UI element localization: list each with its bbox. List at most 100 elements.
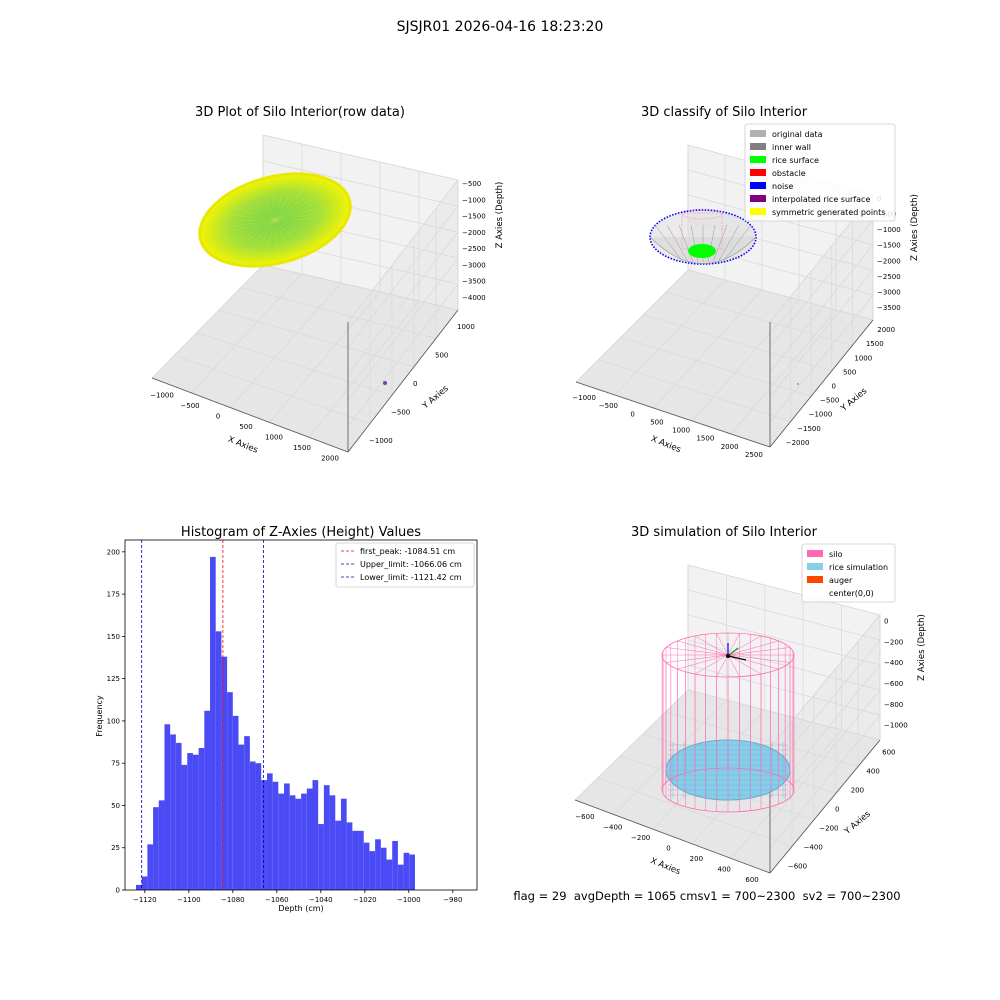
histogram-bar	[380, 847, 387, 890]
x-tick-label: 0	[630, 410, 634, 418]
x-tick-label: −500	[599, 402, 618, 410]
legend-box	[801, 543, 896, 603]
x-tick-label: 1500	[293, 444, 311, 452]
grid-line	[347, 257, 459, 401]
grid-line	[262, 160, 459, 207]
y-tick-label: −200	[819, 825, 838, 833]
grid-line	[574, 689, 689, 801]
chart-title: 3D classify of Silo Interior	[641, 105, 808, 120]
x-tick-label: −1080	[221, 896, 245, 904]
legend-swatch	[750, 143, 766, 150]
grid-line	[230, 282, 342, 408]
silo-roof-line	[727, 654, 762, 675]
histogram-bar	[266, 773, 273, 890]
x-tick-label: −1000	[150, 391, 174, 399]
histogram-bar	[312, 780, 319, 890]
surface-mesh-line	[199, 219, 276, 232]
histogram-bar	[147, 844, 154, 890]
legend-label: Upper_limit: -1066.06 cm	[360, 560, 462, 569]
x-tick-label: −1120	[133, 896, 157, 904]
grid-line	[613, 699, 727, 815]
histogram-bar	[261, 780, 267, 890]
x-axis-line	[575, 381, 771, 448]
surface-mesh-line	[274, 219, 309, 254]
x-tick-label: 0	[666, 845, 670, 853]
z-tick-label: −1000	[877, 226, 901, 234]
grid-line	[687, 614, 881, 666]
histogram-bar	[278, 793, 285, 890]
chart-title: 3D simulation of Silo Interior	[631, 525, 818, 540]
histogram-bar	[363, 842, 370, 890]
z-tick-label: −800	[884, 701, 903, 709]
histogram-bar	[232, 715, 239, 890]
grid-line	[174, 355, 371, 424]
grid-line	[620, 336, 812, 397]
silo-roof-line	[716, 654, 729, 677]
inner-wall-line	[722, 224, 752, 263]
histogram-bar	[289, 795, 296, 890]
y-tick-label: −400	[804, 844, 823, 852]
grid-line	[730, 309, 837, 435]
y-tick-label: 175	[107, 591, 120, 599]
histogram-bar	[238, 744, 245, 890]
surface-mesh-line	[274, 175, 317, 221]
x-tick-label: 200	[690, 855, 703, 863]
histogram-bar	[198, 747, 205, 890]
x-tick-label: −200	[631, 834, 650, 842]
histogram-bar	[204, 710, 211, 890]
surface-mesh-line	[271, 176, 276, 221]
surface-mesh-line	[274, 219, 295, 260]
histogram-bar	[369, 851, 376, 890]
grid-line	[151, 264, 264, 379]
surface-mesh-line	[274, 219, 279, 264]
legend-box	[335, 542, 475, 588]
x-axis-line	[574, 799, 771, 874]
grid-line	[653, 289, 763, 409]
histogram-bar	[306, 788, 313, 890]
x-tick-label: −1020	[353, 896, 377, 904]
grid-line	[687, 589, 881, 641]
surface-mesh-line	[274, 199, 350, 221]
x-tick-label: −500	[180, 402, 199, 410]
y-tick-label: 125	[107, 675, 120, 683]
grid-line	[643, 314, 832, 372]
grid-line	[769, 614, 881, 749]
z-tick-label: −2000	[877, 257, 901, 265]
silo-roof-line	[727, 647, 791, 656]
auger-axis-y	[727, 647, 739, 657]
x-tick-label: 1500	[696, 435, 714, 443]
grid-line	[597, 777, 793, 847]
grid-line	[687, 689, 881, 741]
y-axis-label: Frequency	[95, 695, 104, 737]
center-marker	[726, 654, 730, 658]
legend-label: inner wall	[772, 143, 811, 152]
legend-swatch	[750, 130, 766, 137]
x-tick-label: 1000	[265, 434, 283, 442]
footer-status-text: flag = 29 avgDepth = 1065 cmsv1 = 700~23…	[513, 889, 900, 903]
grid-line	[308, 300, 420, 438]
y-axis-line	[769, 739, 881, 874]
y-tick-label: 1500	[866, 340, 884, 348]
y-tick-label: 2000	[877, 326, 895, 334]
z-tick-label: −1500	[877, 242, 901, 250]
panel-raw-data-3d: 3D Plot of Silo Interior(row data)−1000−…	[150, 105, 505, 463]
grid-line	[769, 244, 874, 373]
histogram-bar	[136, 884, 142, 890]
rice-surface-points	[688, 244, 716, 258]
histogram-bar	[340, 798, 347, 890]
outlier-point	[797, 383, 799, 385]
grid-line	[687, 664, 881, 716]
x-tick-label: −1000	[397, 896, 421, 904]
inner-wall-line	[717, 224, 740, 263]
histogram-bar	[158, 800, 165, 890]
surface-mesh-line	[216, 202, 276, 221]
x-tick-label: 2000	[721, 443, 739, 451]
grid-line	[665, 292, 853, 346]
chart-title: 3D Plot of Silo Interior(row data)	[195, 105, 405, 120]
inner-wall-line	[666, 224, 689, 263]
y-tick-label: −500	[391, 408, 410, 416]
x-tick-label: −1040	[309, 896, 333, 904]
histogram-bar	[329, 795, 336, 890]
z-tick-label: −200	[884, 638, 903, 646]
panel-histogram: Histogram of Z-Axies (Height) Values −112…	[95, 525, 478, 913]
